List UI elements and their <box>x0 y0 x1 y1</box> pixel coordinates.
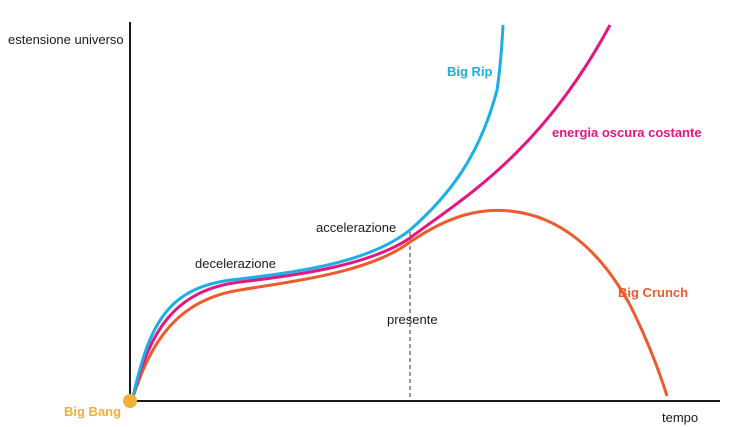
big-rip-curve <box>131 24 505 398</box>
dark-energy-curve <box>131 24 612 398</box>
dark-energy-label: energia oscura costante <box>552 125 702 140</box>
present-label: presente <box>387 312 438 327</box>
big-crunch-curve <box>131 208 669 398</box>
acceleration-label: accelerazione <box>316 220 396 235</box>
big-bang-label: Big Bang <box>64 404 121 419</box>
x-axis-label: tempo <box>662 410 698 425</box>
deceleration-label: decelerazione <box>195 256 276 271</box>
big-crunch-label: Big Crunch <box>618 285 688 300</box>
y-axis-label: estensione universo <box>8 32 124 47</box>
big-rip-label: Big Rip <box>447 64 493 79</box>
big-bang-dot <box>123 394 137 408</box>
